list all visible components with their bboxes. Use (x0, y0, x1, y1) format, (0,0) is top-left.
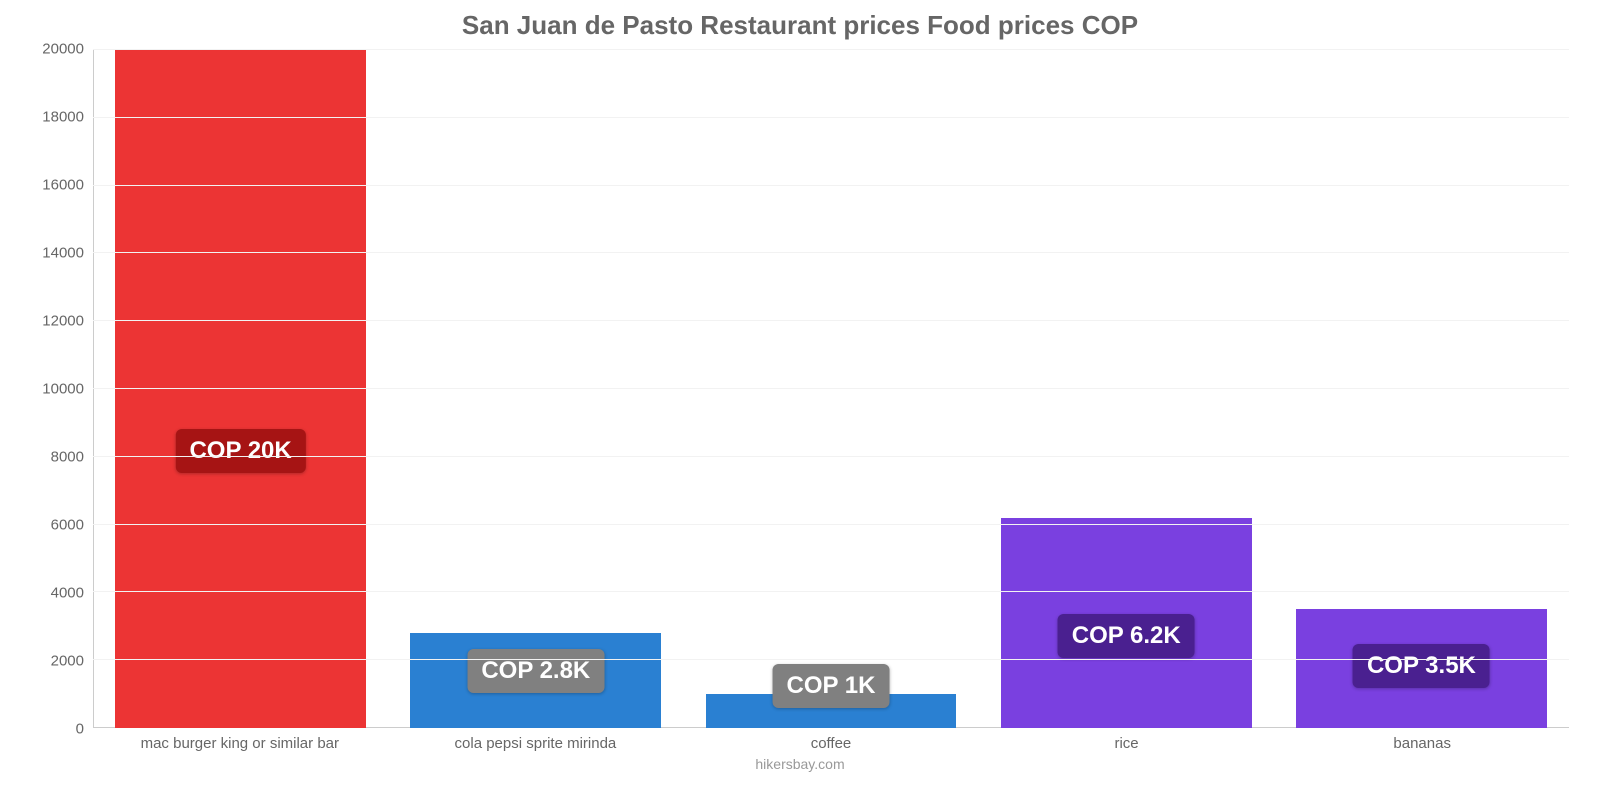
gridline (93, 524, 1569, 525)
y-tick-label: 8000 (30, 449, 84, 466)
bar-value-badge: COP 2.8K (467, 649, 604, 693)
bar-value-badge: COP 6.2K (1058, 614, 1195, 658)
bar-slot: COP 2.8K (388, 50, 683, 728)
bars-row: COP 20K COP 2.8K COP 1K COP 6.2K COP 3.5K (93, 50, 1569, 728)
gridline (93, 591, 1569, 592)
y-axis: 0200040006000800010000120001400016000180… (30, 49, 92, 729)
y-tick-label: 10000 (30, 381, 84, 398)
gridline (93, 388, 1569, 389)
gridline (93, 117, 1569, 118)
gridline (93, 252, 1569, 253)
bar-slot: COP 3.5K (1274, 50, 1569, 728)
plot-row: 0200040006000800010000120001400016000180… (30, 49, 1570, 729)
plot-area: COP 20K COP 2.8K COP 1K COP 6.2K COP 3.5K (92, 49, 1570, 729)
chart-credit: hikersbay.com (30, 756, 1570, 772)
x-axis-labels: mac burger king or similar barcola pepsi… (92, 735, 1570, 752)
gridline (93, 320, 1569, 321)
bar-value-badge: COP 3.5K (1353, 644, 1490, 688)
y-tick-label: 2000 (30, 653, 84, 670)
bar-slot: COP 1K (683, 50, 978, 728)
gridline (93, 659, 1569, 660)
y-tick-label: 14000 (30, 245, 84, 262)
y-tick-label: 6000 (30, 517, 84, 534)
x-axis-label: coffee (683, 735, 979, 752)
gridline (93, 185, 1569, 186)
gridline (93, 456, 1569, 457)
bar-slot: COP 20K (93, 50, 388, 728)
bar-value-badge: COP 20K (175, 429, 305, 473)
x-axis-label: cola pepsi sprite mirinda (388, 735, 684, 752)
y-tick-label: 12000 (30, 313, 84, 330)
gridline (93, 49, 1569, 50)
y-tick-label: 0 (30, 721, 84, 738)
y-tick-label: 16000 (30, 177, 84, 194)
y-tick-label: 20000 (30, 41, 84, 58)
x-axis-label: rice (979, 735, 1275, 752)
x-axis-label: mac burger king or similar bar (92, 735, 388, 752)
bar-slot: COP 6.2K (979, 50, 1274, 728)
x-axis-label: bananas (1274, 735, 1570, 752)
bar-value-badge: COP 1K (773, 664, 890, 708)
y-tick-label: 4000 (30, 585, 84, 602)
chart-title: San Juan de Pasto Restaurant prices Food… (30, 10, 1570, 41)
bar (115, 50, 366, 728)
y-tick-label: 18000 (30, 109, 84, 126)
chart-container: San Juan de Pasto Restaurant prices Food… (0, 0, 1600, 800)
